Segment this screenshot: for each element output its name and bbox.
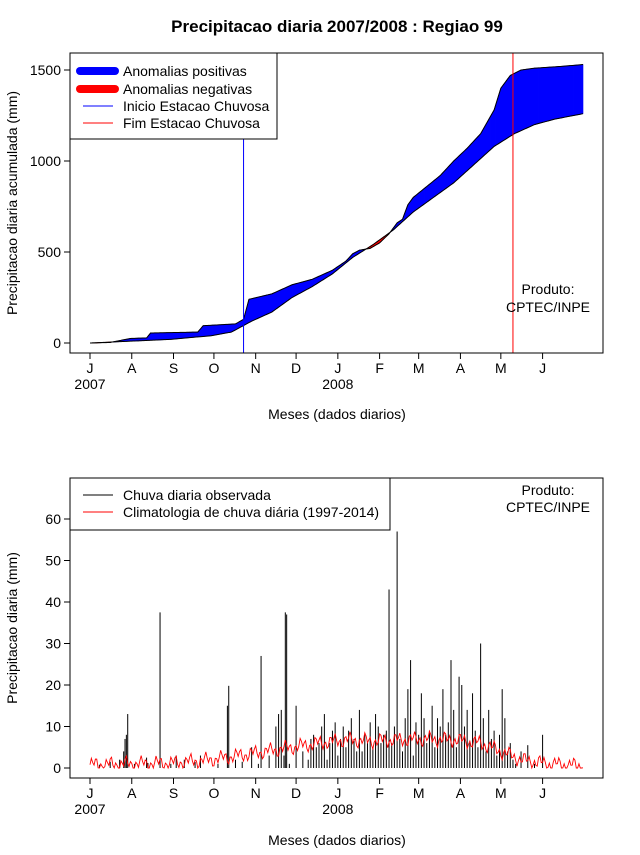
daily-y-axis-label: Precipitacao diaria (mm) <box>4 552 20 704</box>
y-tick-label: 10 <box>45 719 61 735</box>
x-year-label: 2007 <box>74 376 105 392</box>
cumulative-legend: Anomalias positivas Anomalias negativas … <box>70 53 277 139</box>
y-tick-label: 1000 <box>30 153 61 169</box>
x-tick-label: J <box>334 785 341 801</box>
legend-end-label: Fim Estacao Chuvosa <box>123 115 260 131</box>
x-tick-label: N <box>251 360 261 376</box>
y-tick-label: 20 <box>45 677 61 693</box>
y-tick-label: 0 <box>53 760 61 776</box>
x-tick-label: J <box>87 360 94 376</box>
y-tick-label: 500 <box>38 244 62 260</box>
x-tick-label: F <box>375 785 384 801</box>
chart-title: Precipitacao diaria 2007/2008 : Regiao 9… <box>171 17 503 36</box>
x-tick-label: O <box>208 785 219 801</box>
legend-positive-label: Anomalias positivas <box>123 63 247 79</box>
x-tick-label: A <box>127 360 137 376</box>
x-tick-label: O <box>208 360 219 376</box>
x-tick-label: M <box>413 360 425 376</box>
x-tick-label: J <box>539 360 546 376</box>
y-tick-label: 50 <box>45 553 61 569</box>
positive-anomaly-area <box>582 65 583 114</box>
y-tick-label: 1500 <box>30 62 61 78</box>
daily-legend: Chuva diaria observada Climatologia de c… <box>70 478 390 530</box>
x-tick-label: S <box>169 360 178 376</box>
y-tick-label: 0 <box>53 335 61 351</box>
x-tick-label: M <box>413 785 425 801</box>
x-tick-label: M <box>495 360 507 376</box>
product-source: CPTEC/INPE <box>506 299 590 315</box>
x-tick-label: N <box>251 785 261 801</box>
x-tick-label: D <box>291 360 301 376</box>
x-year-label: 2008 <box>322 801 353 817</box>
x-year-label: 2008 <box>322 376 353 392</box>
x-tick-label: M <box>495 785 507 801</box>
daily-x-axis-label: Meses (dados diarios) <box>268 832 406 848</box>
legend-onset-label: Inicio Estacao Chuvosa <box>123 98 270 114</box>
x-tick-label: J <box>87 785 94 801</box>
climatology-daily-line <box>90 731 583 768</box>
y-tick-label: 40 <box>45 594 61 610</box>
legend-climatology-label: Climatologia de chuva diária (1997-2014) <box>123 504 379 520</box>
product-source: CPTEC/INPE <box>506 499 590 515</box>
cumulative-precipitation-panel: Precipitacao diaria 2007/2008 : Regiao 9… <box>4 17 603 422</box>
x-tick-label: D <box>291 785 301 801</box>
y-tick-label: 60 <box>45 511 61 527</box>
x-tick-label: A <box>456 360 466 376</box>
product-label: Produto: <box>522 482 575 498</box>
x-tick-label: A <box>127 785 137 801</box>
x-tick-label: F <box>375 360 384 376</box>
x-tick-label: A <box>456 785 466 801</box>
legend-observed-label: Chuva diaria observada <box>123 487 271 503</box>
daily-plot-marks <box>90 531 583 768</box>
x-tick-label: J <box>334 360 341 376</box>
x-tick-label: J <box>539 785 546 801</box>
x-year-label: 2007 <box>74 801 105 817</box>
cumulative-x-axis-label: Meses (dados diarios) <box>268 406 406 422</box>
product-label: Produto: <box>522 281 575 297</box>
cumulative-y-axis-label: Precipitacao diaria acumulada (mm) <box>4 91 20 315</box>
legend-negative-label: Anomalias negativas <box>123 81 252 97</box>
x-tick-label: S <box>169 785 178 801</box>
y-tick-label: 30 <box>45 636 61 652</box>
